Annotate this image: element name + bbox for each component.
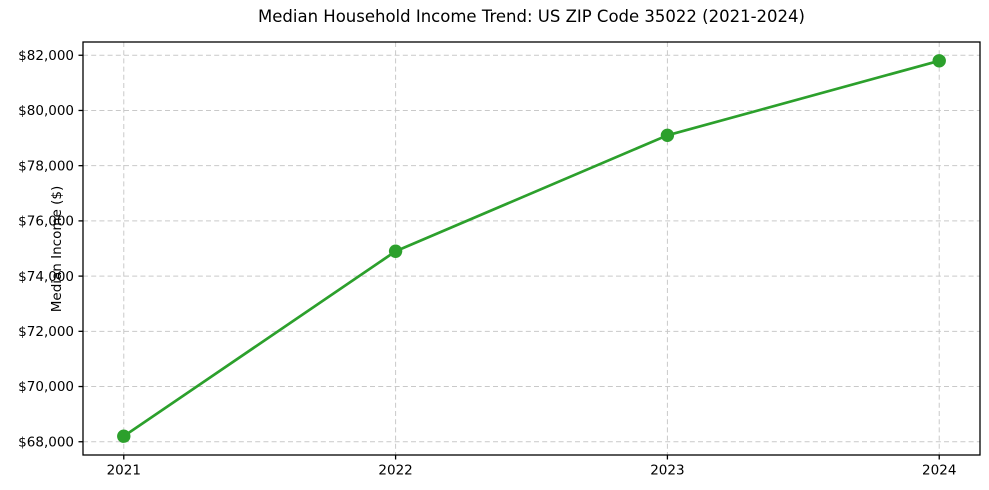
y-tick-label: $68,000	[18, 434, 74, 450]
x-tick-label: 2024	[922, 463, 956, 479]
y-tick-label: $78,000	[18, 158, 74, 174]
y-tick-label: $70,000	[18, 379, 74, 395]
y-tick-label: $80,000	[18, 103, 74, 119]
y-tick-label: $74,000	[18, 269, 74, 285]
chart-title: Median Household Income Trend: US ZIP Co…	[258, 7, 805, 26]
trend-line	[122, 59, 941, 438]
x-tick-label: 2022	[378, 463, 412, 479]
data-point	[117, 429, 131, 443]
y-tick-label: $82,000	[18, 48, 74, 64]
data-point	[660, 128, 675, 143]
x-tick-label: 2023	[650, 463, 684, 479]
plot-background	[83, 42, 980, 455]
y-axis-label: Median Income ($)	[49, 185, 65, 313]
x-tick-label: 2021	[107, 463, 141, 479]
y-tick-label: $72,000	[18, 324, 74, 340]
data-point	[932, 54, 946, 68]
data-point	[388, 244, 403, 258]
plot-border	[82, 41, 981, 456]
y-tick-label: $76,000	[18, 214, 74, 230]
